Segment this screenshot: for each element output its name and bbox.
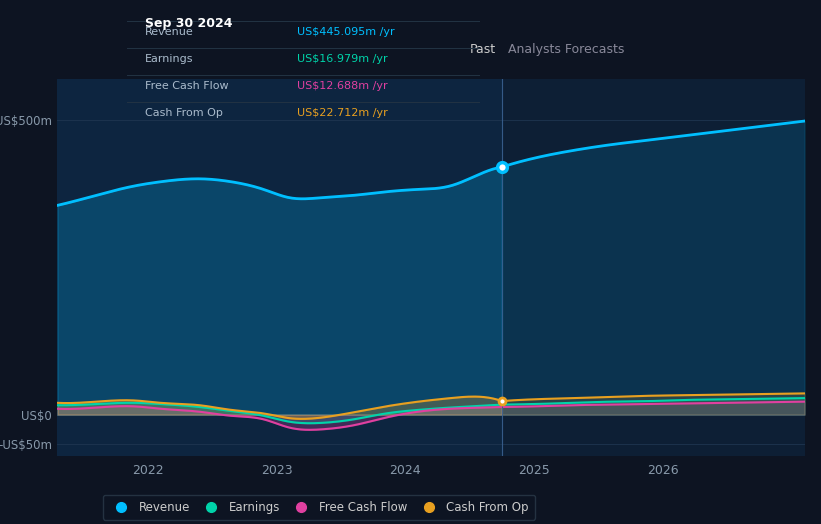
Text: US$16.979m /yr: US$16.979m /yr xyxy=(296,54,388,64)
Text: Past: Past xyxy=(470,43,495,56)
Text: Cash From Op: Cash From Op xyxy=(145,108,222,118)
Text: Analysts Forecasts: Analysts Forecasts xyxy=(508,43,625,56)
Bar xyxy=(57,79,502,456)
Text: Earnings: Earnings xyxy=(145,54,194,64)
Text: US$22.712m /yr: US$22.712m /yr xyxy=(296,108,388,118)
Text: Free Cash Flow: Free Cash Flow xyxy=(145,81,228,91)
Text: Revenue: Revenue xyxy=(145,27,194,37)
Text: US$445.095m /yr: US$445.095m /yr xyxy=(296,27,394,37)
Legend: Revenue, Earnings, Free Cash Flow, Cash From Op: Revenue, Earnings, Free Cash Flow, Cash … xyxy=(103,495,534,520)
Text: Sep 30 2024: Sep 30 2024 xyxy=(145,17,232,30)
Text: US$12.688m /yr: US$12.688m /yr xyxy=(296,81,388,91)
